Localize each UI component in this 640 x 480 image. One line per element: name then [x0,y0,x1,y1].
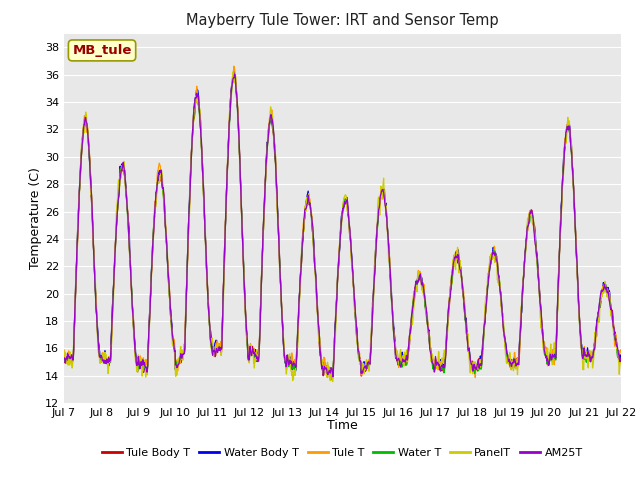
Title: Mayberry Tule Tower: IRT and Sensor Temp: Mayberry Tule Tower: IRT and Sensor Temp [186,13,499,28]
AM25T [502,346,510,351]
PanelT [617,360,625,365]
AM25T [617,356,625,362]
AM25T [246,347,254,352]
Tule Body T [60,353,68,359]
Tule Body T [184,249,191,255]
Line: Tule Body T: Tule Body T [64,72,621,376]
Tule Body T [617,352,625,358]
Legend: Tule Body T, Water Body T, Tule T, Water T, PanelT, AM25T: Tule Body T, Water Body T, Tule T, Water… [97,444,588,462]
PanelT [60,355,68,360]
PanelT [552,350,559,356]
Water T [502,349,510,355]
Water Body T [552,351,559,357]
Water T [246,348,254,353]
Water T [617,359,625,365]
Tule T [184,244,191,250]
Water T [230,73,238,79]
AM25T [429,362,437,368]
Water T [429,365,437,371]
PanelT [184,250,191,256]
Water T [184,244,191,250]
Water Body T [502,345,510,351]
Water Body T [617,354,625,360]
Tule Body T [552,355,559,360]
Tule T [246,341,254,347]
PanelT [229,70,237,75]
Line: PanelT: PanelT [64,72,621,382]
PanelT [329,379,337,384]
Line: Tule T: Tule T [64,66,621,379]
PanelT [429,359,437,365]
AM25T [231,72,239,77]
Tule Body T [170,346,178,351]
Water Body T [60,356,68,361]
Water Body T [170,344,178,350]
Tule T [502,350,510,356]
Water Body T [246,347,254,352]
Tule Body T [502,350,510,356]
Water T [170,345,178,351]
Line: AM25T: AM25T [64,74,621,377]
AM25T [552,354,559,360]
AM25T [170,347,178,352]
Tule T [170,336,178,342]
Text: MB_tule: MB_tule [72,44,132,57]
Water T [60,357,68,362]
Water Body T [326,372,333,378]
PanelT [502,359,510,364]
PanelT [170,349,178,355]
Tule T [617,347,625,352]
Tule Body T [246,348,254,354]
Water Body T [184,242,191,248]
Tule Body T [429,364,437,370]
Tule T [328,376,336,382]
Tule T [60,347,68,353]
Tule T [230,63,237,69]
PanelT [246,342,254,348]
Line: Water T: Water T [64,76,621,380]
Line: Water Body T: Water Body T [64,70,621,375]
Tule Body T [230,69,237,74]
Water Body T [230,67,237,73]
AM25T [184,244,191,250]
AM25T [60,356,68,361]
X-axis label: Time: Time [327,420,358,432]
Tule T [552,352,559,358]
Water Body T [429,361,437,367]
Water T [328,377,336,383]
Tule T [429,357,437,363]
AM25T [329,374,337,380]
Tule Body T [357,373,365,379]
Y-axis label: Temperature (C): Temperature (C) [29,168,42,269]
Water T [552,356,559,361]
